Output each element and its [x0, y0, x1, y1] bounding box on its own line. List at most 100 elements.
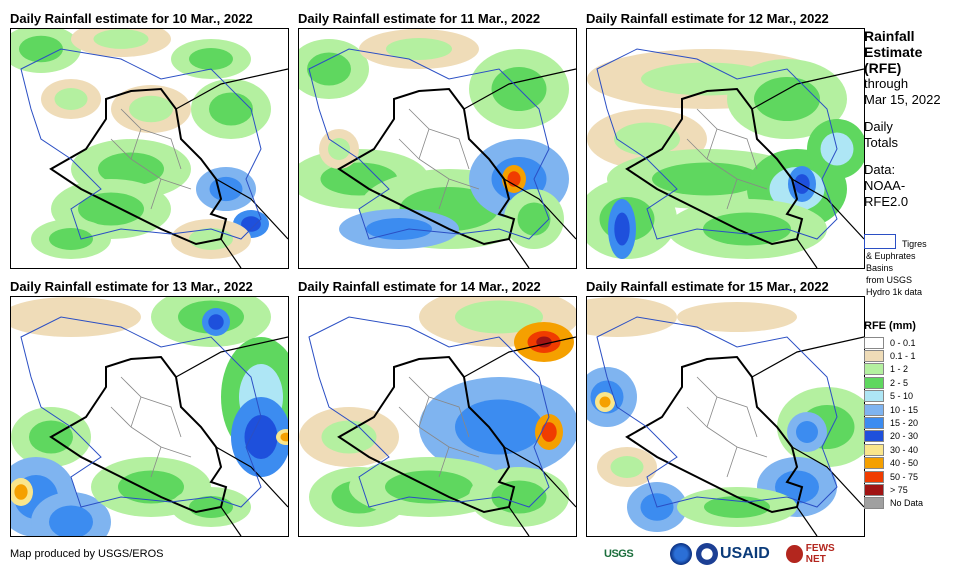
legend-swatch [864, 336, 884, 349]
rainfall-core [386, 38, 452, 60]
rainfall-map-2[interactable] [298, 28, 577, 269]
international-border [503, 446, 576, 508]
legend-swatch [864, 430, 884, 443]
legend-swatch [864, 363, 884, 376]
noaa-emblem-icon [670, 543, 692, 565]
rainfall-core [32, 306, 110, 328]
fews-net-logo: FEWS NET [786, 540, 854, 568]
panel-title-1: Daily Rainfall estimate for 10 Mar., 202… [10, 11, 253, 26]
legend-swatch [864, 403, 884, 416]
basin-line-5: Hydro 1k data [866, 287, 923, 297]
rainfall-core [244, 415, 278, 459]
legend-label: 0 - 0.1 [890, 337, 916, 348]
rainfall-core [587, 306, 650, 328]
footer-credit: Map produced by USGS/EROS [10, 548, 164, 560]
legend-label: 50 - 75 [890, 471, 919, 482]
rainfall-core [209, 176, 243, 202]
rainfall-core [455, 399, 543, 455]
rainfall-core [49, 505, 93, 536]
basin-outline [308, 316, 550, 508]
rainfall-core [328, 138, 350, 160]
rainfall-core [321, 420, 377, 454]
sidebar-through: through [864, 76, 909, 91]
rainfall-core [280, 432, 288, 442]
legend-swatch [864, 417, 884, 430]
international-border [796, 238, 818, 268]
legend-label: 2 - 5 [890, 377, 909, 388]
legend-item: 50 - 75 [864, 470, 923, 483]
legend-swatch [864, 376, 884, 389]
legend-item: 2 - 5 [864, 376, 923, 389]
sidebar-title-1: Rainfall [864, 28, 915, 44]
province-boundaries [398, 376, 480, 478]
basin-legend: Tigres & Euphrates Basins from USGS Hydr… [866, 238, 966, 298]
basin-outline [596, 48, 838, 240]
rainfall-map-5[interactable] [298, 296, 577, 537]
sidebar-date: Mar 15, 2022 [864, 92, 941, 107]
international-border [463, 336, 576, 378]
international-border [215, 446, 288, 508]
legend-label: 20 - 30 [890, 431, 919, 442]
international-border [215, 178, 288, 240]
legend-swatch [864, 457, 884, 470]
rainfall-map-4[interactable] [10, 296, 289, 537]
rainfall-core [93, 29, 149, 49]
map-description: Rainfall Estimate (RFE) through Mar 15, … [864, 28, 941, 210]
rainfall-core [14, 484, 28, 500]
map-graphic [299, 297, 576, 536]
rfe-legend: 0 - 0.1 0.1 - 1 1 - 2 2 - 5 5 - 10 10 - 15 15 … [864, 336, 923, 510]
legend-label: > 75 [890, 484, 908, 495]
rainfall-core [49, 228, 93, 250]
international-border [791, 446, 864, 508]
basin-outline-swatch [864, 234, 896, 249]
rainfall-core [366, 218, 432, 240]
rainfall-core [652, 162, 762, 196]
usgs-logo: USGS [604, 540, 664, 568]
sidebar-daily: Daily [864, 119, 893, 134]
legend-title: RFE (mm) [864, 320, 916, 332]
province-boundaries [686, 376, 768, 478]
rainfall-core [517, 202, 551, 236]
legend-swatch [864, 470, 884, 483]
basin-outline [20, 48, 262, 240]
basin-outline [20, 316, 262, 508]
rainfall-core [19, 35, 63, 63]
legend-swatch [864, 497, 884, 510]
rainfall-core [307, 52, 351, 86]
rainfall-core [491, 480, 547, 514]
rainfall-map-3[interactable] [586, 28, 865, 269]
rainfall-map-1[interactable] [10, 28, 289, 269]
rainfall-core [541, 422, 557, 442]
basin-outline [308, 48, 550, 240]
rainfall-core [775, 470, 819, 504]
international-border [503, 178, 576, 240]
sidebar-data-source-1: NOAA- [864, 178, 906, 193]
noaa-logo [670, 540, 692, 568]
legend-item: 1 - 2 [864, 363, 923, 376]
sidebar-title-2: Estimate [864, 44, 923, 60]
legend-swatch [864, 350, 884, 363]
international-border [508, 506, 530, 536]
rainfall-core [614, 122, 680, 156]
usgs-logo-text: USGS [604, 548, 634, 560]
sidebar-totals: Totals [864, 135, 898, 150]
sidebar-data-label: Data: [864, 162, 896, 177]
sidebar-data-source-2: RFE2.0 [864, 194, 909, 209]
basin-line-2: & Euphrates [866, 251, 916, 261]
legend-swatch [864, 483, 884, 496]
legend-label: 30 - 40 [890, 444, 919, 455]
map-graphic [587, 48, 864, 268]
legend-label: 15 - 20 [890, 418, 919, 429]
international-border [463, 68, 576, 110]
legend-item: 20 - 30 [864, 430, 923, 443]
rainfall-map-6[interactable] [586, 296, 865, 537]
basin-line-3: Basins [866, 263, 894, 273]
international-border [751, 336, 864, 378]
rainfall-core [129, 95, 173, 123]
basin-line-4: from USGS [866, 275, 913, 285]
legend-item: 5 - 10 [864, 390, 923, 403]
rainfall-core [54, 88, 88, 110]
fews-net-text: FEWS NET [805, 543, 835, 565]
fews-emblem-icon [786, 545, 803, 563]
legend-item: 40 - 50 [864, 457, 923, 470]
